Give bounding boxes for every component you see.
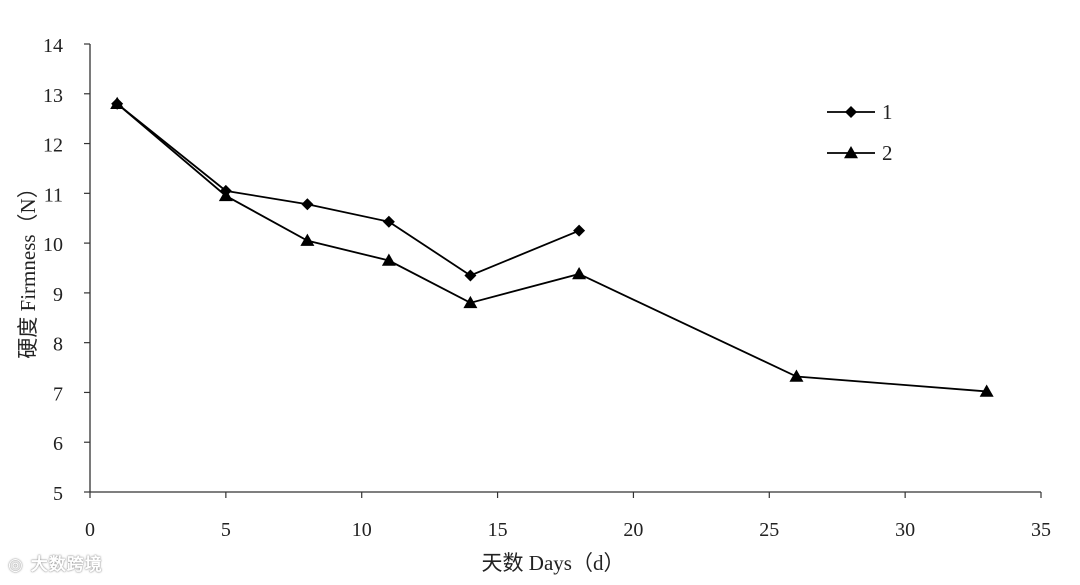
x-tick-label: 10	[352, 519, 372, 541]
series-1-point	[573, 224, 586, 237]
legend-item-2: 2	[827, 141, 893, 165]
series-2-point	[218, 188, 233, 202]
series-2-point	[979, 384, 994, 397]
series-1-point	[382, 215, 395, 228]
series-1-line	[116, 103, 580, 277]
y-tick-label: 13	[43, 85, 63, 107]
y-tick-label: 14	[43, 35, 63, 57]
x-tick-label: 15	[488, 519, 508, 541]
watermark-text: 大数跨境	[30, 555, 103, 575]
y-tick-label: 5	[53, 483, 63, 505]
x-axis-title: 天数 Days（d）	[482, 551, 625, 575]
x-tick-label: 5	[221, 519, 231, 541]
series-2-point	[300, 233, 315, 246]
series-1-point	[464, 269, 477, 282]
y-tick-label: 8	[53, 334, 63, 356]
watermark: ◎ 大数跨境	[8, 550, 103, 575]
legend-label: 1	[882, 100, 893, 124]
series-2-point	[110, 96, 125, 109]
legend-marker	[844, 146, 858, 159]
y-tick-label: 7	[53, 383, 63, 405]
legend-marker	[845, 106, 857, 118]
legend-label: 2	[882, 141, 893, 165]
watermark-logo-icon: ◎	[8, 555, 24, 575]
series-layer	[110, 96, 994, 397]
x-tick-label: 25	[759, 519, 779, 541]
legend: 12	[827, 100, 893, 165]
x-tick-label: 30	[895, 519, 915, 541]
series-2	[110, 96, 994, 397]
series-2-line	[116, 103, 987, 393]
series-2-point	[381, 253, 396, 266]
y-tick-label: 6	[53, 433, 63, 455]
legend-item-1: 1	[827, 100, 893, 124]
series-2-point	[572, 266, 587, 280]
x-tick-label: 20	[623, 519, 643, 541]
y-tick-label: 10	[43, 234, 63, 256]
x-tick-label: 35	[1031, 519, 1051, 541]
series-2-point	[789, 369, 804, 382]
y-axis-title: 硬度 Firmness（N）	[16, 177, 40, 358]
series-1-point	[301, 198, 314, 211]
y-tick-label: 11	[44, 184, 63, 206]
series-2-point	[463, 295, 478, 309]
y-tick-label: 9	[53, 284, 63, 306]
x-tick-label: 0	[85, 519, 95, 541]
y-tick-label: 12	[43, 135, 63, 157]
series-1	[111, 97, 586, 282]
